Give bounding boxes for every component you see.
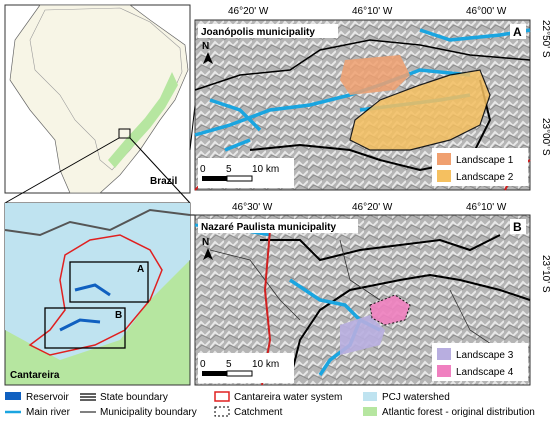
map-legend: Reservoir Main river State boundary Muni… [5, 391, 535, 418]
south-america [9, 4, 189, 194]
landscape-3 [340, 315, 385, 355]
lon-tick-label: 46°10' W [466, 202, 507, 213]
scale-label: 10 km [252, 164, 279, 175]
landscape-4 [369, 294, 411, 326]
legend-swatch [437, 348, 451, 360]
north-arrow [203, 248, 213, 260]
legend-swatch [437, 153, 451, 165]
legend-swatch [214, 391, 230, 402]
legend-label: Main river [26, 407, 71, 418]
inset-map: A B Cantareira [4, 202, 191, 386]
pcj-watershed [5, 203, 190, 360]
lon-tick-label: 46°10' W [352, 6, 393, 17]
scale-bar [202, 176, 227, 181]
scale-label: 5 [226, 164, 232, 175]
legend-label: Atlantic forest - original distribution [382, 407, 535, 418]
callout-line [4, 137, 120, 204]
reservoir [59, 283, 111, 332]
legend-label: State boundary [100, 392, 168, 403]
legend-swatch [5, 392, 21, 400]
scale-bar [226, 370, 253, 377]
scale-label: 10 km [252, 359, 279, 370]
legend-swatch [80, 393, 96, 401]
scale-label: 5 [226, 359, 232, 370]
scale-label: 0 [200, 164, 206, 175]
legend-label: Municipality boundary [100, 407, 197, 418]
legend-label: Landscape 2 [456, 172, 514, 183]
panel-b: Nazaré Paulista municipality B N 0 5 10 … [194, 202, 550, 386]
letter-box [510, 24, 526, 39]
lat-tick-label: 23°00' S [540, 118, 550, 156]
lon-tick-label: 46°20' W [228, 6, 269, 17]
lon-tick-label: 46°20' W [352, 202, 393, 213]
state-boundary [4, 208, 191, 237]
scale-label: 0 [200, 359, 206, 370]
legend-label: Landscape 4 [456, 367, 514, 378]
legend-swatch [214, 406, 230, 417]
legend-label: Landscape 1 [456, 155, 514, 166]
study-box [118, 128, 131, 139]
panel-title: Joanópolis municipality [201, 27, 315, 38]
scale-box [198, 158, 294, 188]
title-box [198, 219, 358, 233]
inset-label: Cantareira [10, 370, 60, 381]
municipality-boundary [194, 39, 531, 91]
municipality-boundary [260, 234, 531, 381]
north-arrow [203, 52, 213, 64]
box-label: B [115, 310, 122, 321]
north-label: N [202, 237, 209, 248]
lat-tick-label: 23°10' S [540, 255, 550, 293]
scale-box [198, 353, 294, 383]
north-label: N [202, 41, 209, 52]
scale-bar [226, 175, 253, 182]
lon-tick-label: 46°30' W [232, 202, 273, 213]
extent-box-a [69, 261, 149, 303]
legend-label: Landscape 3 [456, 350, 514, 361]
legend-swatch [363, 407, 377, 416]
legend-label: Cantareira water system [234, 392, 342, 403]
callout-line [129, 137, 191, 204]
scale-bar [202, 371, 227, 376]
landscape-2 [349, 69, 491, 151]
legend-swatch [363, 392, 377, 401]
legend-swatch [437, 170, 451, 182]
panel-letter: A [513, 25, 522, 39]
lon-tick-label: 46°00' W [466, 6, 507, 17]
cantareira-system [28, 234, 163, 356]
box-label: A [137, 264, 144, 275]
reservoir [194, 28, 531, 152]
municipality-boundary [249, 79, 492, 172]
lat-tick-label: 22°50' S [540, 20, 550, 58]
extent-box-b [44, 307, 126, 349]
letter-box [510, 219, 526, 234]
legend-swatch [437, 365, 451, 377]
atlantic-forest [108, 72, 178, 168]
panel-letter: B [513, 220, 522, 234]
landscape-1 [340, 55, 410, 95]
legend-label: Reservoir [26, 392, 69, 403]
legend-label: Catchment [234, 407, 283, 418]
callout-line [189, 104, 196, 151]
country-label: Brazil [150, 176, 177, 187]
title-box [198, 24, 338, 38]
legend-label: PCJ watershed [382, 392, 450, 403]
panel-a: Joanópolis municipality A N 0 5 10 km La… [194, 6, 550, 191]
overview-map: Brazil [4, 4, 191, 194]
panel-title: Nazaré Paulista municipality [201, 222, 336, 233]
